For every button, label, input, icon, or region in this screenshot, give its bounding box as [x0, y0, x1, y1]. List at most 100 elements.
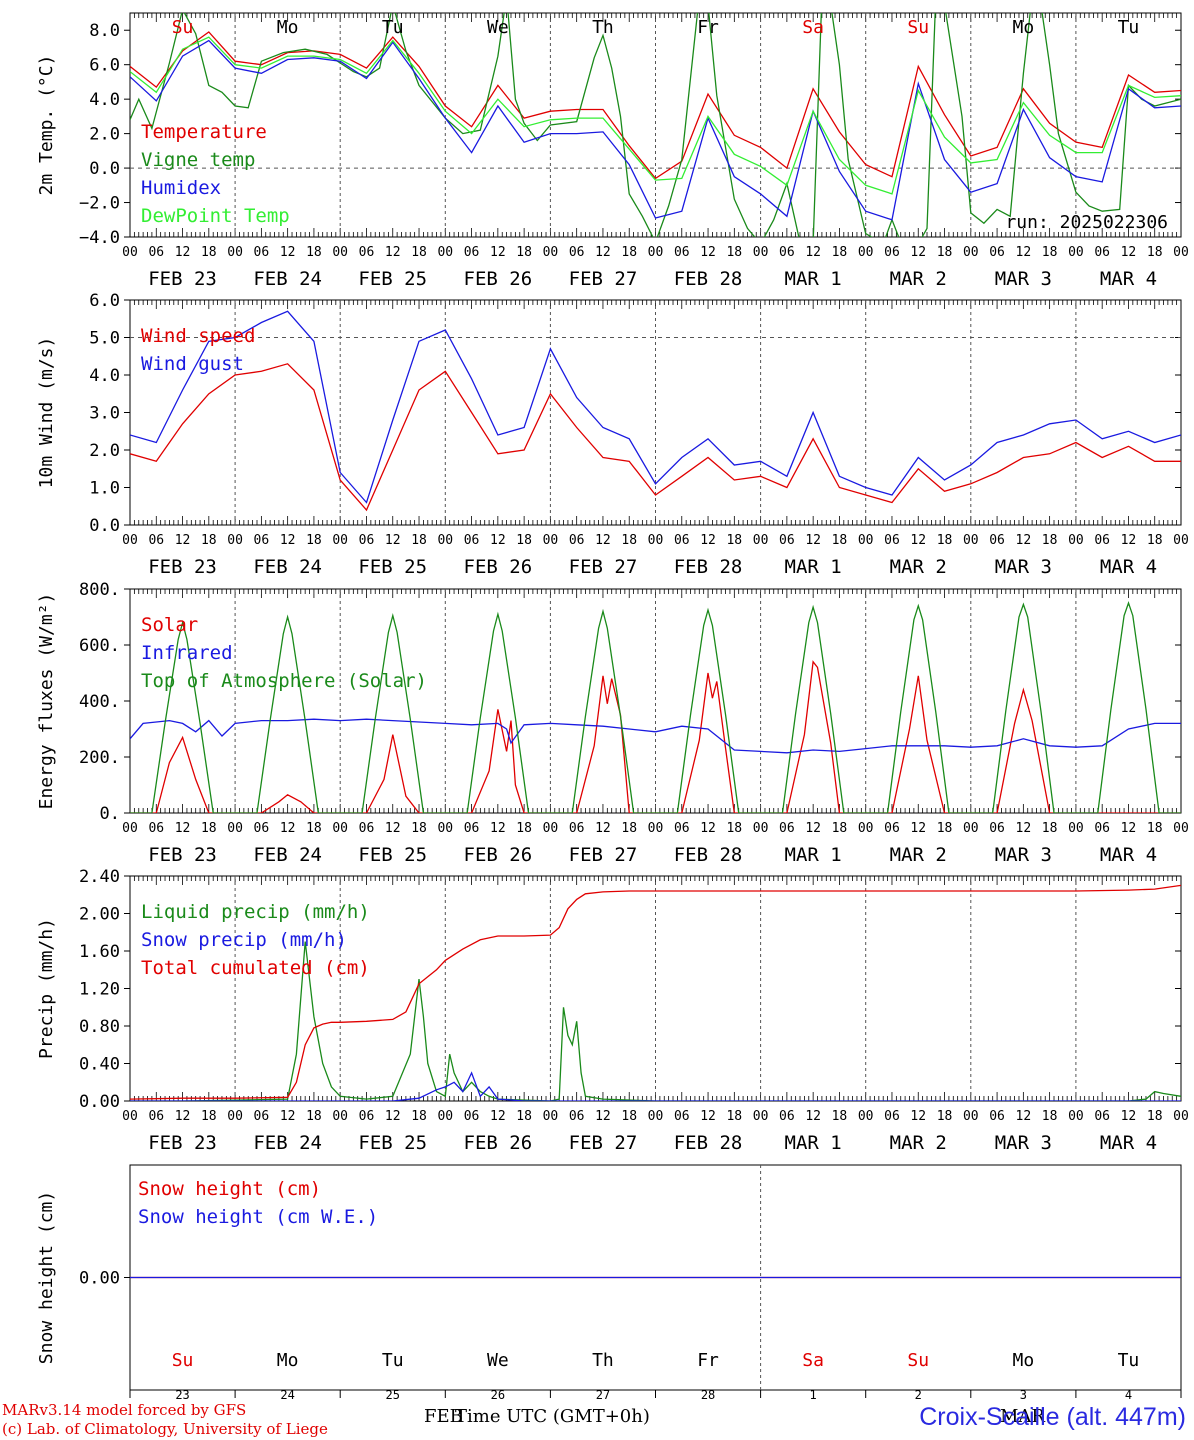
- hour-tick-label: 18: [832, 1109, 848, 1124]
- y-tick-label: 8.0: [89, 21, 120, 41]
- legend-entry: Wind gust: [141, 353, 244, 375]
- legend-entry: Top of Atmosphere (Solar): [141, 670, 427, 692]
- hour-tick-label: 18: [306, 821, 322, 836]
- y-axis-label: Snow height (cm): [36, 1191, 57, 1364]
- hour-tick-label: 00: [332, 1109, 348, 1124]
- hour-tick-label: 12: [910, 533, 926, 548]
- y-tick-label: 0.00: [79, 1269, 120, 1289]
- hour-tick-label: 00: [753, 533, 769, 548]
- panel-frame-0: [129, 12, 1182, 238]
- day-number-label: 4: [1125, 1388, 1132, 1402]
- date-label: MAR 4: [1100, 844, 1157, 866]
- day-number-label: 28: [701, 1388, 715, 1402]
- model-credit: MARv3.14 model forced by GFS: [2, 1401, 247, 1419]
- date-label: FEB 28: [674, 844, 743, 866]
- hour-tick-label: 12: [1121, 245, 1137, 260]
- hour-tick-label: 18: [306, 533, 322, 548]
- date-label: FEB 23: [148, 1132, 217, 1154]
- hour-tick-label: 06: [1094, 1109, 1110, 1124]
- date-label: FEB 28: [674, 268, 743, 290]
- series-line-0-2: [130, 39, 1181, 221]
- hour-tick-label: 12: [805, 245, 821, 260]
- weekday-label: We: [487, 1350, 509, 1371]
- hour-tick-label: 12: [595, 821, 611, 836]
- y-tick-label: 5.0: [89, 329, 120, 349]
- date-label: MAR 3: [995, 1132, 1052, 1154]
- legend-entry: Total cumulated (cm): [141, 957, 370, 979]
- hour-tick-label: 12: [280, 1109, 296, 1124]
- date-label: MAR 4: [1100, 1132, 1157, 1154]
- hour-tick-label: 06: [674, 245, 690, 260]
- hour-tick-label: 12: [175, 533, 191, 548]
- y-tick-label: 0.80: [79, 1017, 120, 1037]
- series-line-2-2: [130, 601, 1181, 813]
- hour-tick-label: 00: [648, 1109, 664, 1124]
- hour-tick-label: 12: [1121, 1109, 1137, 1124]
- hour-tick-label: 06: [148, 1109, 164, 1124]
- hour-tick-label: 12: [1121, 533, 1137, 548]
- hour-tick-label: 06: [359, 533, 375, 548]
- month-start-label: FEB: [424, 1406, 463, 1427]
- hour-tick-label: 12: [490, 1109, 506, 1124]
- weekday-label: Su: [172, 17, 194, 38]
- date-label: FEB 24: [253, 268, 322, 290]
- y-tick-label: 2.0: [89, 441, 120, 461]
- hour-tick-label: 00: [1068, 533, 1084, 548]
- hour-tick-label: 12: [595, 245, 611, 260]
- date-label: MAR 1: [785, 1132, 842, 1154]
- hour-tick-label: 18: [306, 245, 322, 260]
- date-label: FEB 28: [674, 556, 743, 578]
- hour-tick-label: 06: [1094, 821, 1110, 836]
- hour-tick-label: 12: [490, 245, 506, 260]
- hour-tick-label: 12: [1016, 1109, 1032, 1124]
- date-label: MAR 2: [890, 268, 947, 290]
- legend-entry: Infrared: [141, 642, 233, 664]
- date-label: FEB 25: [358, 1132, 427, 1154]
- date-label: FEB 25: [358, 556, 427, 578]
- hour-tick-label: 18: [1042, 533, 1058, 548]
- hour-tick-label: 00: [543, 533, 559, 548]
- hour-tick-label: 00: [122, 245, 138, 260]
- y-tick-label: −4.0: [79, 228, 120, 248]
- hour-tick-label: 12: [490, 533, 506, 548]
- date-label: MAR 4: [1100, 268, 1157, 290]
- hour-tick-label: 12: [805, 1109, 821, 1124]
- series-line-2-0: [130, 660, 1181, 813]
- hour-tick-label: 12: [910, 821, 926, 836]
- hour-tick-label: 00: [1068, 245, 1084, 260]
- hour-tick-label: 00: [332, 533, 348, 548]
- y-tick-label: 4.0: [89, 90, 120, 110]
- hour-tick-label: 06: [569, 1109, 585, 1124]
- hour-tick-label: 18: [937, 821, 953, 836]
- hour-tick-label: 18: [1147, 533, 1163, 548]
- y-tick-label: 1.60: [79, 942, 120, 962]
- legend-entry: Snow height (cm): [138, 1178, 321, 1200]
- month-end-label: MAR: [1000, 1406, 1045, 1427]
- hour-tick-label: 18: [832, 821, 848, 836]
- hour-tick-label: 12: [280, 533, 296, 548]
- date-label: FEB 25: [358, 268, 427, 290]
- y-tick-label: 1.0: [89, 479, 120, 499]
- hour-tick-label: 18: [516, 245, 532, 260]
- hour-tick-label: 18: [1042, 821, 1058, 836]
- hour-tick-label: 00: [753, 821, 769, 836]
- hour-tick-label: 12: [1016, 245, 1032, 260]
- hour-tick-label: 12: [1016, 821, 1032, 836]
- hour-tick-label: 06: [989, 1109, 1005, 1124]
- hour-tick-label: 06: [884, 533, 900, 548]
- day-number-label: 23: [175, 1388, 189, 1402]
- hour-tick-label: 00: [122, 821, 138, 836]
- hour-tick-label: 12: [700, 533, 716, 548]
- date-label: MAR 1: [785, 556, 842, 578]
- date-label: MAR 1: [785, 844, 842, 866]
- date-label: FEB 25: [358, 844, 427, 866]
- date-label: FEB 27: [569, 268, 638, 290]
- hour-tick-label: 00: [753, 245, 769, 260]
- hour-tick-label: 18: [832, 245, 848, 260]
- hour-tick-label: 06: [464, 245, 480, 260]
- hour-tick-label: 00: [1173, 533, 1189, 548]
- hour-tick-label: 06: [779, 1109, 795, 1124]
- hour-tick-label: 06: [674, 533, 690, 548]
- date-label: FEB 27: [569, 556, 638, 578]
- hour-tick-label: 06: [989, 245, 1005, 260]
